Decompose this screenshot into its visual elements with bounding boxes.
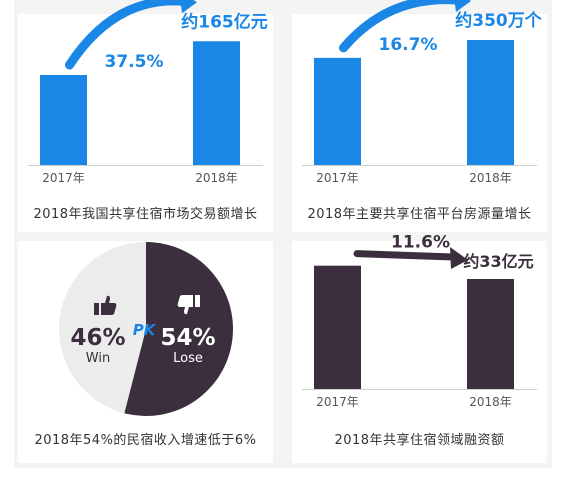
x-tick-label: 2018年 [469, 395, 512, 409]
bar [193, 41, 240, 165]
chart-panel-listings: 2017年 2018年 约350万个 16.7% 2018年主要共享住宿平台房源量增长 [292, 0, 547, 232]
bar [467, 40, 514, 165]
pie-slice [124, 242, 233, 416]
bar [314, 57, 361, 165]
chart-caption: 2018年54%的民宿收入增速低于6% [34, 433, 257, 448]
slice-value-label: 46% [70, 325, 125, 351]
value-label: 约165亿元 [181, 11, 268, 32]
slice-value-label: 54% [160, 325, 215, 351]
thumbs-down-icon [177, 295, 200, 315]
growth-arrow [65, 0, 188, 70]
bar [314, 265, 361, 389]
arrow-head [180, 0, 197, 14]
chart-caption: 2018年主要共享住宿平台房源量增长 [307, 207, 532, 222]
x-tick-label: 2018年 [469, 171, 512, 185]
chart-funding: 2017年 2018年 11.6% 约33亿元 [302, 233, 537, 409]
slice-name-label: Lose [173, 351, 203, 366]
bar [40, 75, 87, 165]
arrow-head [454, 0, 471, 12]
growth-label: 11.6% [391, 233, 450, 253]
x-tick-label: 2018年 [195, 171, 238, 185]
x-tick-label: 2017年 [316, 395, 359, 409]
arrow-head [450, 247, 468, 269]
chart-panel-pie: 46% Win 54% Lose PK 2018年54%的民宿收入增速低于6% [18, 241, 273, 463]
chart-panel-funding: 2017年 2018年 11.6% 约33亿元 2018年共享住宿领域融资额 [292, 233, 547, 463]
growth-label: 37.5% [105, 52, 164, 72]
thumbs-up-icon [94, 295, 117, 315]
chart-panel-trading-volume: 2017年 2018年 约165亿元 37.5% 2018年我国共享住宿市场交易额增长 [18, 0, 273, 232]
growth-label: 16.7% [379, 35, 438, 55]
x-tick-label: 2017年 [316, 171, 359, 185]
chart-trading-volume: 2017年 2018年 约165亿元 37.5% [28, 0, 268, 185]
value-label: 约350万个 [455, 10, 542, 31]
growth-arrow [339, 0, 462, 53]
chart-caption: 2018年我国共享住宿市场交易额增长 [33, 207, 258, 222]
chart-caption: 2018年共享住宿领域融资额 [334, 433, 505, 448]
pie-slice [58, 242, 147, 414]
chart-listings: 2017年 2018年 约350万个 16.7% [302, 0, 543, 185]
x-tick-label: 2017年 [42, 171, 85, 185]
chart-pie-income-growth: 46%Win 54%Lose PK [58, 242, 233, 416]
decline-arrow [353, 250, 457, 261]
pk-label: PK [133, 321, 157, 339]
value-label: 约33亿元 [463, 252, 533, 271]
bar [467, 279, 514, 389]
slice-name-label: Win [86, 351, 110, 366]
